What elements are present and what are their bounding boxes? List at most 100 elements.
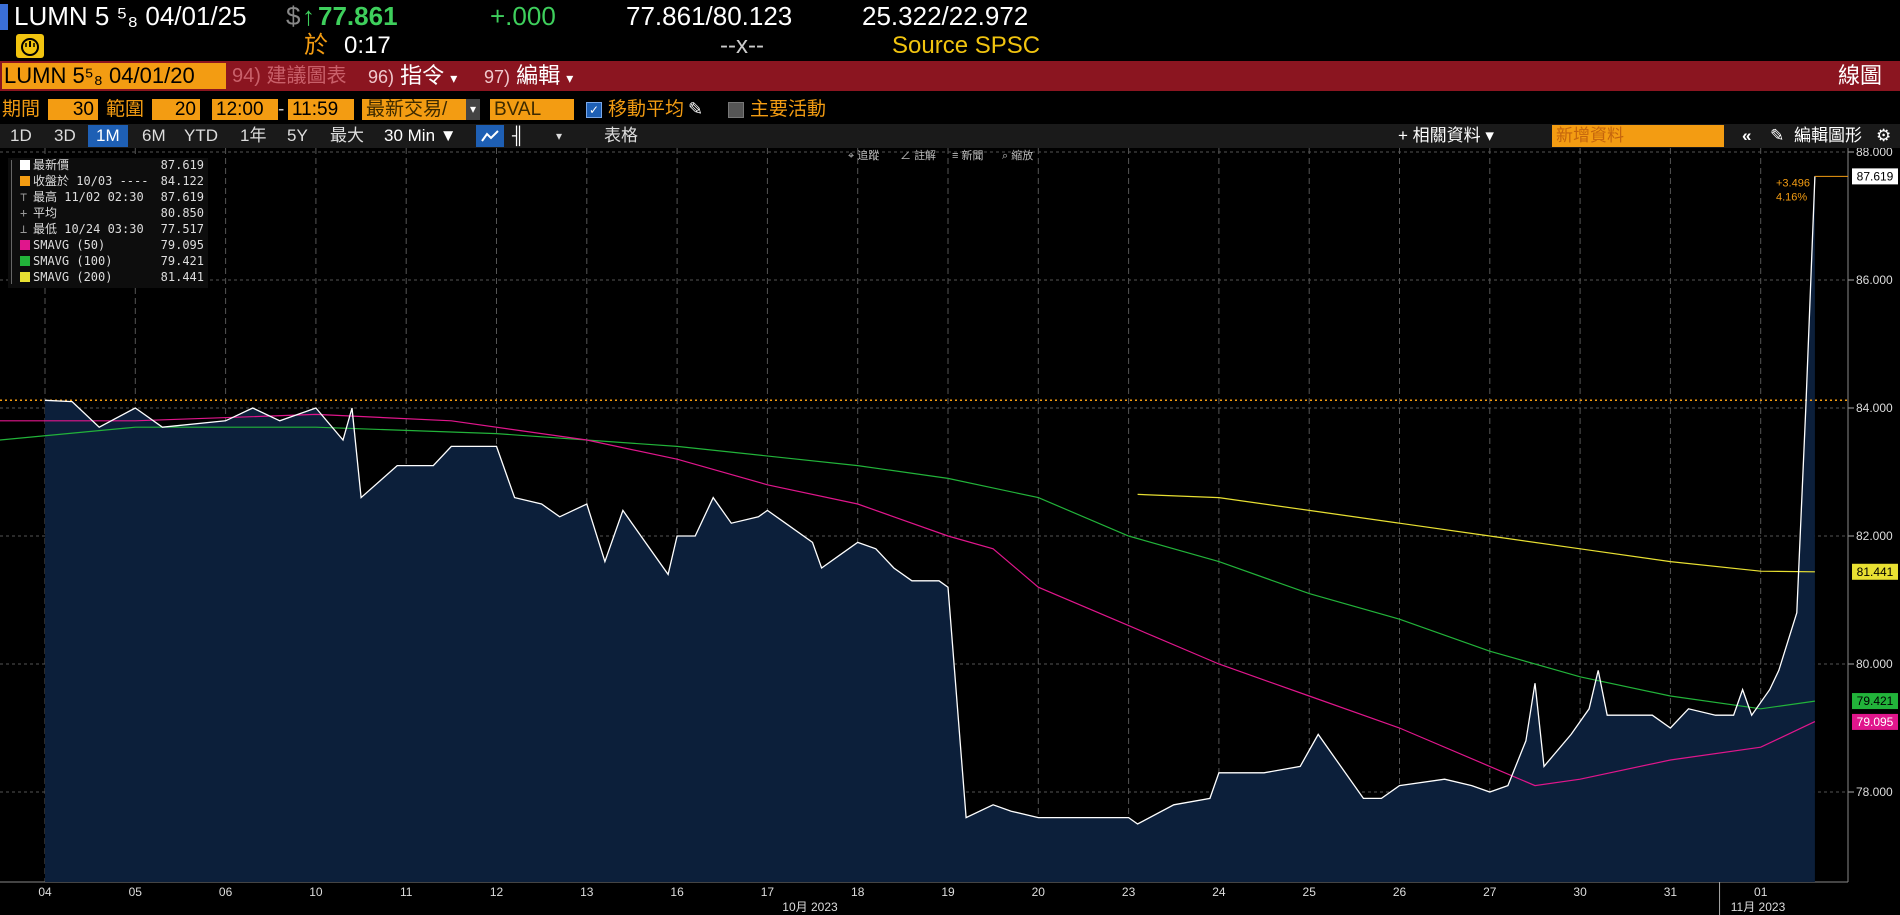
legend-label: 最高 11/02 02:30 bbox=[33, 190, 144, 204]
edit-menu[interactable]: 97) 編輯 ▾ bbox=[484, 63, 573, 89]
x-tick-label: 06 bbox=[219, 885, 233, 899]
range-ytd[interactable]: YTD bbox=[184, 126, 218, 145]
collapse-icon[interactable]: « bbox=[1742, 126, 1752, 145]
y-tick-label: 80.000 bbox=[1856, 657, 1893, 671]
x-placeholder: --x-- bbox=[720, 32, 764, 59]
x-tick-label: 24 bbox=[1212, 885, 1226, 899]
bid-ask: 77.861/80.123 bbox=[626, 1, 793, 31]
legend-value: 81.441 bbox=[160, 270, 204, 284]
sma200-line bbox=[1137, 493, 1815, 573]
tool-label-annotate: 註解 bbox=[914, 150, 937, 162]
suggested-charts-menu[interactable]: 94) 建議圖表 bbox=[232, 65, 347, 87]
x-tick-label: 13 bbox=[580, 885, 594, 899]
range-1m[interactable]: 1M bbox=[88, 125, 128, 147]
price-area bbox=[45, 176, 1815, 883]
legend-label: SMAVG (50) bbox=[33, 238, 106, 252]
price-change: +.000 bbox=[490, 1, 556, 31]
range-1y[interactable]: 1年 bbox=[240, 126, 267, 145]
low-marker-icon: ⊥ bbox=[20, 222, 28, 236]
annotate-tool[interactable]: ∠ 註解 bbox=[900, 150, 937, 162]
moving-average-checkbox[interactable]: ✓ bbox=[586, 102, 602, 118]
end-time-input[interactable]: 11:59 bbox=[288, 99, 354, 120]
legend-swatch bbox=[20, 256, 30, 266]
range-6m[interactable]: 6M bbox=[142, 126, 166, 145]
legend-item[interactable]: ⊥ 最低 10/24 03:30 77.517 bbox=[8, 222, 208, 237]
legend-item[interactable]: SMAVG (100) 79.421 bbox=[8, 254, 208, 269]
key-events-checkbox[interactable] bbox=[728, 102, 744, 118]
range-input[interactable]: 20 bbox=[152, 99, 200, 120]
pricing-source-input[interactable]: BVAL bbox=[490, 99, 574, 120]
sma50-line bbox=[0, 413, 1816, 787]
chevron-down-icon: ▾ bbox=[450, 70, 458, 86]
chart-type-label[interactable]: 線圖 bbox=[1838, 63, 1883, 88]
range-1d[interactable]: 1D bbox=[10, 126, 32, 145]
ticker-input[interactable]: LUMN 5⁵₈ 04/01/20 bbox=[2, 63, 226, 89]
x-tick-label: 20 bbox=[1032, 885, 1046, 899]
legend-value: 84.122 bbox=[160, 174, 204, 188]
sma200-tag-bg bbox=[1852, 563, 1898, 580]
chevron-down-icon[interactable]: ▾ bbox=[466, 99, 480, 120]
range-3d[interactable]: 3D bbox=[54, 126, 76, 145]
legend-tree-line bbox=[11, 160, 18, 284]
tool-label-track: 追蹤 bbox=[857, 150, 880, 162]
range-max[interactable]: 最大 bbox=[330, 126, 364, 145]
bar-chart-icon[interactable]: ╢ bbox=[512, 126, 525, 145]
y-tick-label: 78.000 bbox=[1856, 785, 1893, 799]
legend-swatch bbox=[20, 160, 30, 170]
command-bar: LUMN 5⁵₈ 04/01/20 94) 建議圖表 96) 指令 ▾ 97) … bbox=[0, 61, 1900, 91]
price-chart[interactable]: 04 05 06 10 11 12 13 16 17 18 19 20 23 24 25 26 27 30 31 01… bbox=[0, 148, 1900, 915]
moving-average-label[interactable]: 移動平均 bbox=[608, 99, 685, 120]
news-tool[interactable]: ≡ 新聞 bbox=[952, 150, 984, 162]
legend-item[interactable]: 收盤於 10/03 ---- 84.122 bbox=[8, 174, 208, 189]
add-data-input[interactable]: 新增資料 bbox=[1552, 125, 1724, 147]
period-label: 期間 bbox=[2, 99, 41, 120]
pencil-icon[interactable]: ✎ bbox=[1770, 126, 1785, 145]
legend-label: SMAVG (200) bbox=[33, 270, 113, 284]
range-5y[interactable]: 5Y bbox=[287, 126, 308, 145]
chevron-down-icon: ▾ bbox=[566, 70, 574, 86]
gauge-icon[interactable] bbox=[16, 34, 44, 58]
time-dash: - bbox=[278, 99, 285, 120]
start-time-input[interactable]: 12:00 bbox=[212, 99, 278, 120]
edit-chart-button[interactable]: 編輯圖形 bbox=[1794, 126, 1862, 145]
chevron-down-icon[interactable]: ▾ bbox=[556, 129, 563, 143]
at-label: 於 bbox=[304, 32, 328, 59]
legend-item[interactable]: 最新價 87.619 bbox=[8, 158, 208, 173]
y-tick-label: 88.000 bbox=[1856, 148, 1893, 159]
crosshair-tool[interactable]: ⌖ 追蹤 bbox=[848, 150, 880, 162]
x-tick-label: 16 bbox=[670, 885, 684, 899]
x-tick-label: 05 bbox=[129, 885, 143, 899]
zoom-tool[interactable]: ⌕ 縮放 bbox=[1002, 150, 1034, 162]
legend-value: 77.517 bbox=[160, 222, 204, 236]
legend-value: 80.850 bbox=[160, 206, 204, 220]
legend-item[interactable]: SMAVG (50) 79.095 bbox=[8, 238, 208, 253]
trade-type-select[interactable]: 最新交易/ bbox=[362, 99, 468, 120]
legend-swatch bbox=[20, 240, 30, 250]
x-tick-label: 26 bbox=[1393, 885, 1407, 899]
change-pct-label: 4.16% bbox=[1776, 191, 1807, 203]
legend-item[interactable]: SMAVG (200) 81.441 bbox=[8, 270, 208, 285]
price-line bbox=[44, 176, 1816, 825]
legend-item[interactable]: ⊤ 最高 11/02 02:30 87.619 bbox=[8, 190, 208, 205]
x-tick-label: 11 bbox=[400, 885, 413, 899]
x-tick-label: 31 bbox=[1664, 885, 1678, 899]
table-button[interactable]: 表格 bbox=[604, 126, 638, 145]
legend-item[interactable]: + 平均 80.850 bbox=[8, 206, 208, 221]
legend-label: 最新價 bbox=[33, 158, 70, 172]
pencil-icon[interactable]: ✎ bbox=[688, 99, 704, 119]
x-tick-label: 23 bbox=[1122, 885, 1136, 899]
period-input[interactable]: 30 bbox=[48, 99, 98, 120]
gear-icon[interactable]: ⚙ bbox=[1876, 126, 1892, 145]
settings-row: 期間 30 範圍 20 12:00 - 11:59 最新交易/ ▾ BVAL ✓… bbox=[0, 99, 1900, 122]
related-data-menu[interactable]: + 相關資料 ▾ bbox=[1398, 126, 1494, 145]
line-chart-icon[interactable] bbox=[476, 125, 504, 147]
last-price-tag: 87.619 bbox=[1857, 169, 1894, 183]
quote-header: LUMN 5 ⁵₈ 04/01/25 $ ↑ 77.861 +.000 77.8… bbox=[0, 0, 1900, 32]
avg-marker-icon: + bbox=[20, 206, 28, 220]
interval-select[interactable]: 30 Min ▼ bbox=[384, 126, 457, 145]
y-tick-label: 82.000 bbox=[1856, 529, 1893, 543]
commands-menu[interactable]: 96) 指令 ▾ bbox=[368, 63, 457, 89]
chart-legend[interactable]: 最新價 87.619 收盤於 10/03 ---- 84.122 ⊤ 最高 11/02 0… bbox=[8, 158, 208, 288]
change-abs-label: +3.496 bbox=[1776, 177, 1810, 189]
key-events-label[interactable]: 主要活動 bbox=[750, 99, 827, 120]
